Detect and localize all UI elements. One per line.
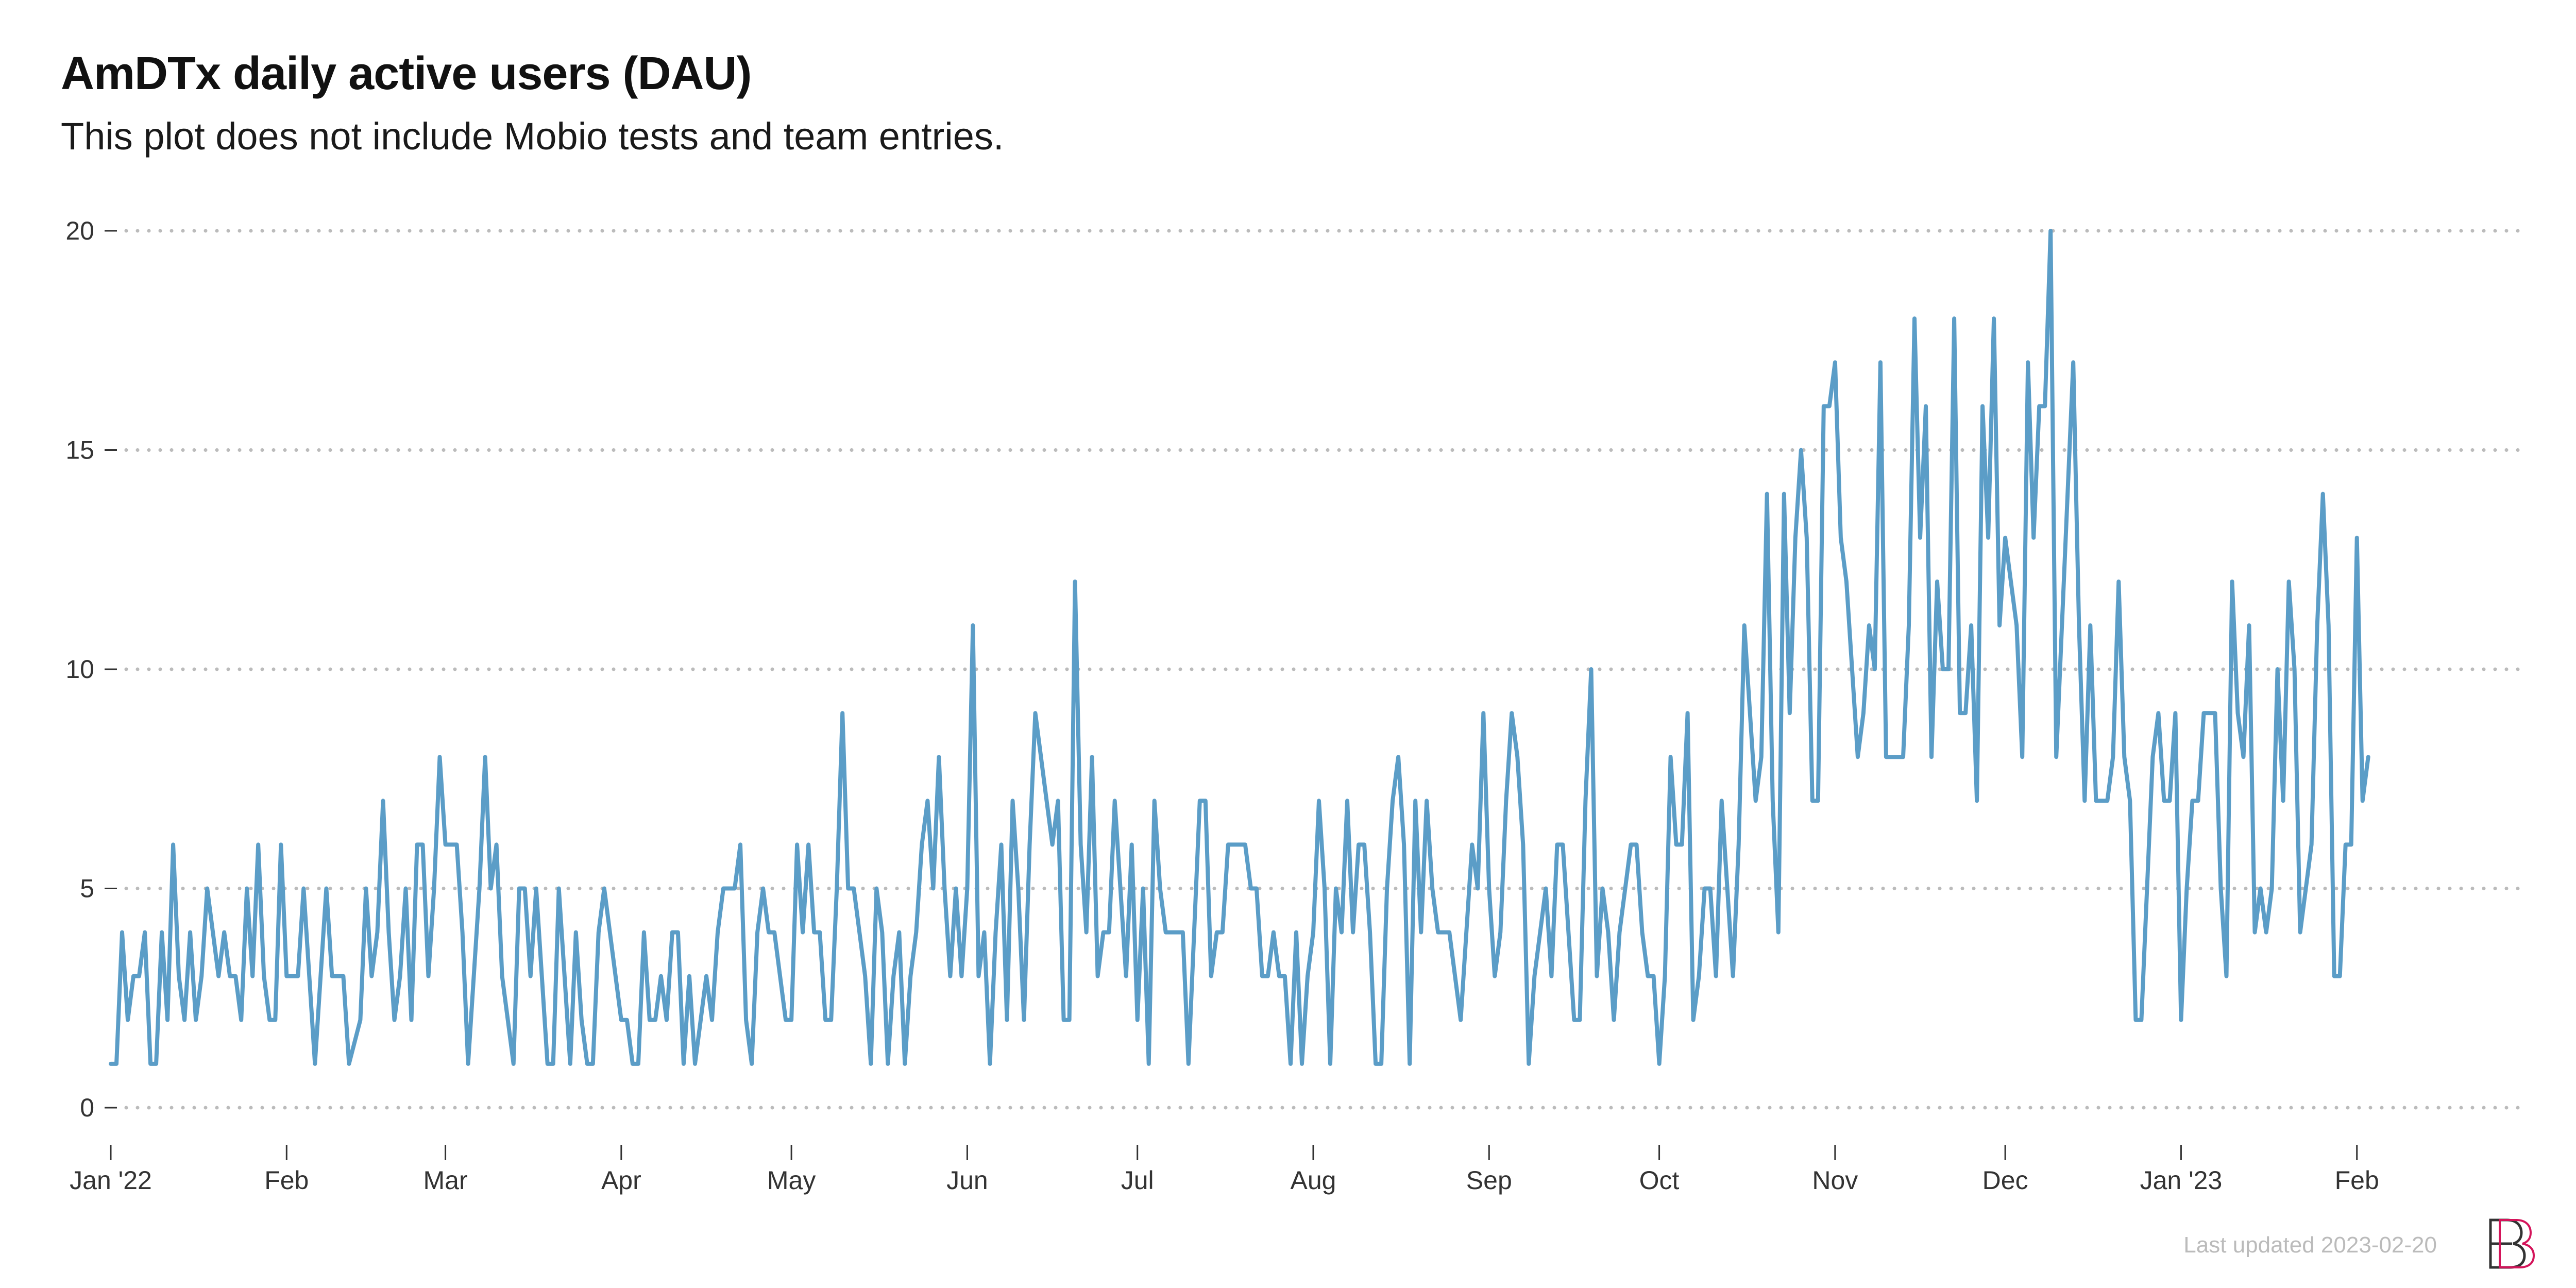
y-tick-label: 5 (80, 874, 94, 903)
x-tick-label: Feb (264, 1166, 309, 1195)
y-tick-label: 20 (65, 216, 94, 245)
x-tick-label: Aug (1291, 1166, 1336, 1195)
x-tick-label: May (767, 1166, 816, 1195)
x-tick-label: Jul (1121, 1166, 1154, 1195)
x-tick-label: Jan '22 (70, 1166, 152, 1195)
x-tick-label: Dec (1982, 1166, 2028, 1195)
last-updated-text: Last updated 2023-02-20 (2183, 1232, 2437, 1258)
x-tick-label: Apr (601, 1166, 641, 1195)
series-layer (109, 229, 2370, 1066)
x-tick-label: Mar (423, 1166, 467, 1195)
series-line-dau (109, 229, 2370, 1066)
x-tick-label: Jan '23 (2140, 1166, 2223, 1195)
x-tick-label: Feb (2335, 1166, 2379, 1195)
y-tick-label: 15 (65, 436, 94, 465)
x-tick-label: Sep (1466, 1166, 1512, 1195)
axes: 0 5 10 15 20 Jan '22 Feb Mar Apr May Jun Jul Aug Sep O… (65, 216, 2379, 1195)
y-tick-label: 10 (65, 655, 94, 684)
y-tick-label: 0 (80, 1093, 94, 1122)
x-tick-label: Jun (946, 1166, 988, 1195)
chart-subtitle: This plot does not include Mobio tests a… (61, 115, 1004, 158)
chart-title: AmDTx daily active users (DAU) (61, 48, 752, 99)
bb-monogram-logo-icon (2489, 1218, 2535, 1269)
x-tick-label: Oct (1639, 1166, 1680, 1195)
x-tick-label: Nov (1812, 1166, 1858, 1195)
